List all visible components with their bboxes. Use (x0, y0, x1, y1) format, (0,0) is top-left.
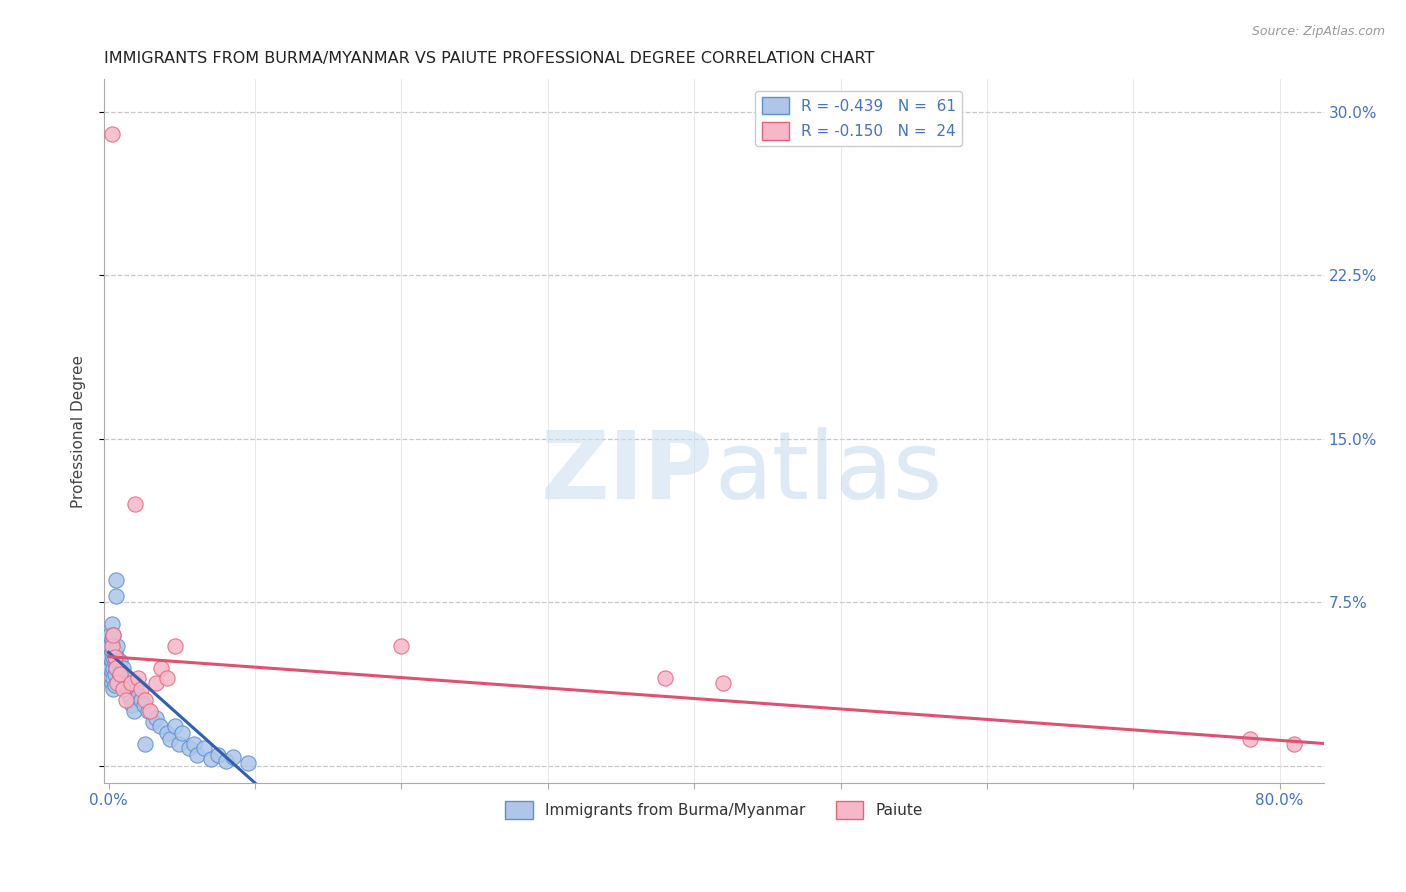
Point (118, 689, 141, 703)
Point (179, 741, 201, 756)
Point (134, 693, 156, 707)
Y-axis label: Professional Degree: Professional Degree (72, 355, 86, 508)
Point (125, 682, 148, 697)
Point (120, 675, 142, 690)
Point (112, 682, 135, 697)
Point (98, 639, 121, 653)
Point (110, 667, 132, 681)
Point (170, 726, 193, 740)
Point (121, 698, 143, 712)
Legend: Immigrants from Burma/Myanmar, Paiute: Immigrants from Burma/Myanmar, Paiute (499, 795, 929, 825)
Text: ZIP: ZIP (541, 427, 714, 519)
Point (105, 660, 128, 674)
Point (654, 672, 676, 686)
Point (236, 756, 259, 771)
Point (138, 704, 160, 718)
Point (163, 639, 186, 653)
Point (101, 682, 124, 697)
Point (100, 617, 122, 632)
Text: IMMIGRANTS FROM BURMA/MYANMAR VS PAIUTE PROFESSIONAL DEGREE CORRELATION CHART: IMMIGRANTS FROM BURMA/MYANMAR VS PAIUTE … (104, 51, 875, 66)
Point (117, 682, 139, 697)
Point (101, 639, 124, 653)
Point (1284, 737, 1306, 751)
Point (183, 737, 205, 751)
Point (115, 693, 138, 707)
Point (100, 645, 122, 659)
Point (101, 628, 124, 642)
Point (136, 704, 159, 718)
Point (142, 714, 165, 729)
Point (101, 649, 124, 664)
Point (103, 667, 125, 681)
Point (110, 654, 132, 668)
Point (112, 660, 135, 674)
Point (115, 675, 138, 690)
Point (222, 750, 245, 764)
Point (103, 657, 125, 671)
Point (108, 665, 131, 679)
Point (105, 660, 128, 674)
Point (105, 574, 128, 588)
Point (105, 649, 128, 664)
Point (163, 719, 186, 733)
Point (100, 654, 122, 668)
Point (207, 747, 229, 762)
Point (134, 737, 156, 751)
Point (149, 719, 172, 733)
Point (145, 675, 167, 690)
Point (200, 752, 222, 766)
Point (98, 660, 121, 674)
Point (107, 639, 129, 653)
Point (114, 672, 136, 686)
Point (156, 726, 179, 740)
Point (100, 675, 122, 690)
Point (124, 497, 146, 511)
Point (107, 654, 129, 668)
Point (156, 672, 179, 686)
Point (103, 645, 125, 659)
Point (98, 628, 121, 642)
Point (120, 693, 142, 707)
Point (215, 754, 238, 768)
Point (145, 711, 167, 725)
Text: Source: ZipAtlas.com: Source: ZipAtlas.com (1251, 25, 1385, 38)
Point (101, 628, 124, 642)
Point (124, 675, 146, 690)
Point (129, 693, 152, 707)
Point (100, 665, 122, 679)
Point (98, 649, 121, 664)
Point (127, 672, 149, 686)
Point (186, 747, 208, 762)
Point (105, 589, 128, 603)
Point (111, 667, 134, 681)
Point (101, 127, 124, 141)
Point (391, 639, 413, 653)
Point (103, 678, 125, 692)
Point (107, 675, 129, 690)
Point (122, 704, 145, 718)
Point (101, 660, 124, 674)
Point (159, 732, 181, 747)
Point (713, 675, 735, 690)
Point (193, 741, 215, 756)
Point (1239, 732, 1261, 747)
Text: atlas: atlas (714, 427, 942, 519)
Point (101, 672, 124, 686)
Point (132, 698, 155, 712)
Point (127, 689, 149, 703)
Point (100, 632, 122, 647)
Point (103, 649, 125, 664)
Point (100, 639, 122, 653)
Point (129, 682, 152, 697)
Point (150, 660, 173, 674)
Point (167, 737, 190, 751)
